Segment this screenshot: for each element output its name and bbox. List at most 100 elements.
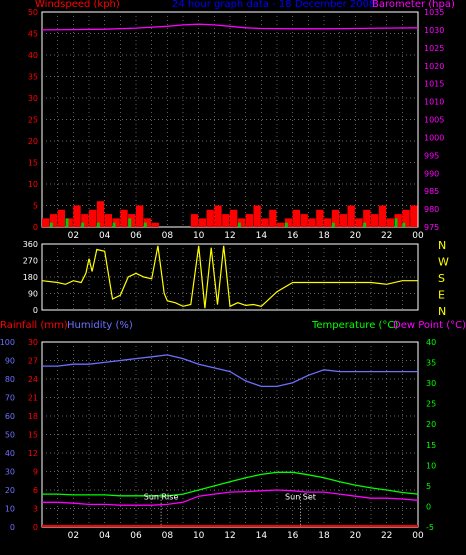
windspeed-bar [331, 209, 340, 227]
windspeed-bar [206, 209, 214, 227]
humidity-y-tick: 90 [5, 357, 15, 366]
windspeed-bar [363, 209, 371, 227]
barometer-y-tick: 1030 [424, 26, 444, 35]
windspeed-bar [324, 218, 332, 227]
windspeed-bar [136, 205, 144, 227]
direction-y-tick: 90 [28, 290, 38, 299]
temperature-y-tick: 15 [426, 441, 436, 450]
humidity-axis-title: Humidity (%) [67, 320, 133, 331]
wind-panel-x-tick: 16 [287, 231, 299, 241]
wind-panel-x-tick: 02 [68, 231, 79, 241]
humidity-y-tick: 70 [5, 394, 15, 403]
windspeed-bar [143, 218, 152, 227]
windspeed-bar [49, 214, 58, 227]
gust-bar [394, 218, 398, 227]
temperature-y-tick: 30 [426, 379, 436, 388]
windspeed-bar [371, 214, 379, 227]
gust-bar [363, 222, 367, 227]
rainfall-y-tick: 3 [33, 505, 38, 514]
windspeed-bar [222, 214, 230, 227]
windspeed-y-tick: 30 [28, 94, 38, 103]
dewpoint-line [42, 489, 419, 506]
gust-bar [112, 222, 116, 227]
windspeed-bar [316, 209, 324, 227]
windspeed-bar [261, 218, 269, 227]
windspeed-bar [57, 209, 65, 227]
compass-label: N [438, 239, 446, 252]
barometer-y-tick: 1005 [424, 116, 444, 125]
gust-bar [237, 222, 241, 227]
humidity-y-tick: 50 [5, 431, 15, 440]
windspeed-bar [378, 205, 387, 227]
windspeed-y-tick: 40 [28, 51, 38, 60]
temp-panel-x-tick: 04 [99, 531, 111, 541]
chart-title: 24 hour graph data - 18 December 2008 [172, 0, 376, 10]
temperature-y-tick: 10 [426, 461, 436, 470]
temperature-y-tick: 40 [426, 338, 436, 347]
windspeed-bar [308, 218, 316, 227]
barometer-y-tick: 980 [424, 205, 439, 214]
windspeed-bar [347, 205, 355, 227]
windspeed-bar [89, 209, 97, 227]
temp-panel-x-tick: 12 [224, 531, 235, 541]
windspeed-bar [394, 214, 402, 227]
rainfall-y-tick: 9 [33, 468, 38, 477]
temperature-y-tick: 35 [426, 359, 436, 368]
dewpoint-axis-title: Dew Point (°C) [393, 320, 466, 331]
barometer-y-tick: 995 [424, 151, 439, 160]
compass-label: S [438, 272, 445, 285]
humidity-y-tick: 0 [10, 523, 15, 532]
rainfall-y-tick: 12 [28, 449, 38, 458]
wind-panel-x-tick: 18 [318, 231, 330, 241]
temp-panel-x-tick: 16 [287, 531, 299, 541]
windspeed-bar [190, 214, 199, 227]
temperature-axis-title: Temperature (°C) [312, 320, 399, 331]
temperature-y-tick: -5 [426, 523, 434, 532]
windspeed-bar [402, 209, 410, 227]
humidity-line [42, 354, 418, 388]
windspeed-y-tick: 15 [28, 159, 38, 168]
barometer-y-tick: 990 [424, 169, 439, 178]
rainfall-y-tick: 21 [28, 394, 38, 403]
wind-panel-x-tick: 04 [99, 231, 111, 241]
windspeed-bar [230, 209, 238, 227]
temperature-line [42, 471, 419, 497]
windspeed-bar [198, 218, 206, 227]
temperature-y-tick: 25 [426, 400, 436, 409]
windspeed-bar [386, 218, 394, 227]
rainfall-y-tick: 6 [33, 486, 38, 495]
humidity-y-tick: 60 [5, 412, 15, 421]
rainfall-axis-title: Rainfall (mm) [0, 320, 68, 331]
windspeed-y-tick: 50 [28, 8, 38, 17]
temp-panel-x-tick: 08 [162, 531, 174, 541]
humidity-y-tick: 80 [5, 375, 15, 384]
temp-panel-x-tick: 22 [381, 531, 392, 541]
gust-bar [331, 222, 335, 227]
windspeed-bar [253, 205, 261, 227]
rainfall-y-tick: 18 [28, 412, 38, 421]
rainfall-y-tick: 27 [28, 357, 38, 366]
windspeed-bar [81, 214, 89, 227]
windspeed-bar [112, 218, 120, 227]
wind-panel-x-tick: 00 [412, 231, 424, 241]
windspeed-bar [269, 209, 277, 227]
humidity-y-tick: 30 [5, 468, 15, 477]
windspeed-y-tick: 20 [28, 137, 38, 146]
windspeed-bar [277, 222, 285, 227]
wind-panel-x-tick: 06 [130, 231, 142, 241]
windspeed-bar [42, 218, 50, 227]
sunrise-label: Sun Rise [144, 492, 179, 501]
windspeed-bar [128, 214, 136, 227]
windspeed-bar [339, 214, 347, 227]
barometer-y-tick: 1010 [424, 98, 444, 107]
wind-panel-x-tick: 20 [350, 231, 362, 241]
gust-bar [128, 218, 132, 227]
gust-bar [284, 222, 288, 227]
gust-bar [81, 222, 85, 227]
compass-label: E [438, 289, 445, 302]
sunset-label: Sun Set [285, 492, 316, 501]
direction-y-tick: 0 [33, 306, 38, 315]
humidity-y-tick: 40 [5, 449, 15, 458]
windspeed-axis-title: Windspeed (kph) [35, 0, 120, 10]
